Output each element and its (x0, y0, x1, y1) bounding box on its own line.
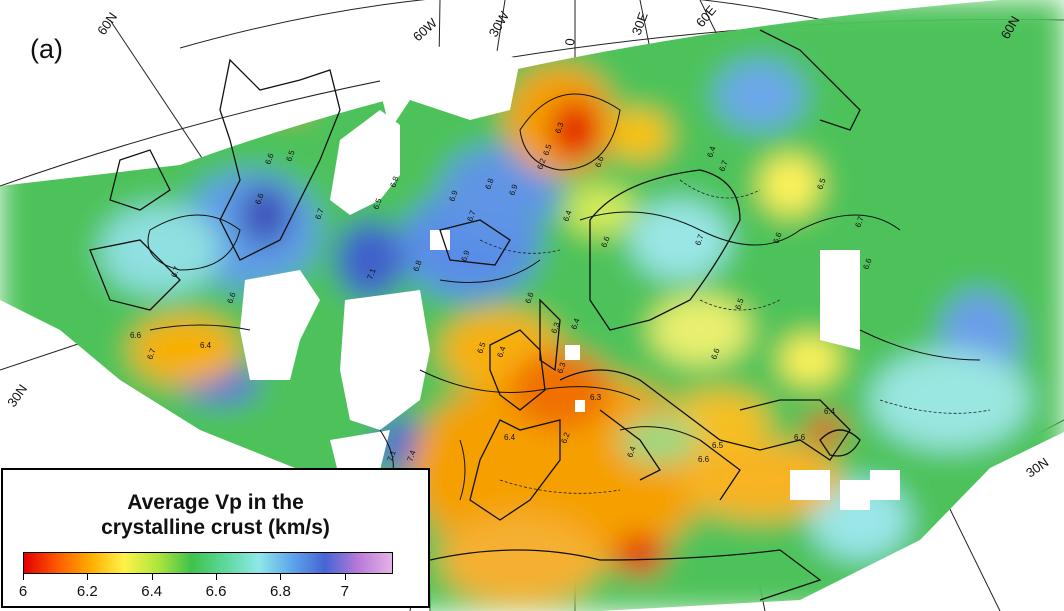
contour-label: 6.3 (549, 321, 561, 335)
contour-label: 6.6 (861, 257, 873, 271)
contour-label: 6.7 (145, 347, 157, 361)
legend-tick (23, 573, 24, 580)
contour-label: 6.4 (705, 145, 717, 159)
contour-label: 7.4 (405, 449, 417, 463)
graticule-label-30w: 30W (486, 8, 513, 39)
contour-label: 6.7 (853, 215, 865, 229)
legend-title-line-1: Average Vp in the (127, 491, 304, 514)
contour-label: 6.6 (263, 152, 275, 166)
legend: Average Vp in the crystalline crust (km/… (1, 468, 430, 608)
contour-label: 6.6 (253, 192, 265, 206)
contour-label: 6.6 (698, 455, 710, 464)
no-data-areas (240, 40, 900, 510)
legend-title: Average Vp in the crystalline crust (km/… (3, 490, 428, 540)
contour-label: 6.7 (313, 207, 325, 221)
contour-label: 6.4 (824, 407, 836, 416)
graticule-label-60n-left: 60N (94, 10, 120, 38)
legend-tick (344, 573, 346, 580)
contour-label: 6.4 (569, 317, 581, 331)
contour-label: 6.2 (559, 431, 571, 445)
color-scale-bar (23, 552, 393, 574)
contour-label: 6.6 (593, 155, 605, 169)
legend-tick (87, 573, 89, 580)
legend-tick (216, 573, 218, 580)
contour-label: 6.4 (200, 341, 212, 350)
contour-label: 6.6 (225, 291, 237, 305)
contour-label: 6.4 (561, 209, 573, 223)
contour-label: 6.5 (712, 441, 724, 450)
legend-tick-label: 7 (340, 583, 349, 600)
contour-label: 6.5 (284, 149, 296, 163)
contour-label: 6.7 (169, 265, 181, 279)
contour-label: 6.9 (507, 183, 519, 197)
contour-label: 6.6 (599, 235, 611, 249)
contour-label: 6.7 (465, 209, 477, 223)
contour-label: 6.4 (495, 345, 507, 359)
contour-label: 6.6 (130, 331, 142, 340)
panel-label: (a) (30, 34, 63, 64)
graticule-label-30e: 30E (629, 10, 651, 37)
contour-label: 6.6 (794, 433, 806, 442)
contour-label: 6.3 (590, 393, 602, 402)
legend-tick-label: 6.6 (205, 583, 227, 600)
contour-label: 6.5 (815, 177, 827, 191)
contour-label: 6.5 (541, 143, 553, 157)
graticule-label-30n-left: 30N (4, 382, 30, 410)
contour-label: 6.5 (733, 297, 745, 311)
graticule-label-60e: 60E (693, 2, 720, 30)
legend-tick (151, 573, 153, 580)
legend-tick-label: 6.4 (141, 583, 163, 600)
velocity-contours (147, 93, 981, 501)
graticule-label-60w: 60W (410, 15, 440, 45)
legend-title-line-2: crystalline crust (km/s) (101, 516, 330, 539)
contour-label: 6.4 (504, 433, 516, 442)
legend-tick (280, 573, 282, 580)
contour-label: 6.5 (475, 341, 487, 355)
contour-label: 6.8 (483, 177, 495, 191)
contour-label: 7.1 (365, 267, 377, 281)
contour-label: 6.6 (523, 291, 535, 305)
contour-label: 6.7 (717, 159, 729, 173)
contour-label: 6.7 (693, 233, 705, 247)
graticule-label-0: 0 (562, 38, 578, 47)
contour-label: 6.8 (411, 259, 423, 273)
contour-label: 6.9 (459, 249, 471, 263)
contour-label: 6.9 (447, 189, 459, 203)
contour-label: 6.3 (553, 121, 565, 135)
contour-label: 6.8 (388, 175, 400, 189)
contour-label: 6.4 (625, 445, 637, 459)
contour-label: 6.5 (371, 197, 383, 211)
legend-tick-label: 6.2 (76, 583, 98, 600)
contour-label: 6.2 (535, 157, 547, 171)
coastlines (89, 29, 861, 601)
contour-label: 6.3 (555, 361, 567, 375)
contour-label: 6.6 (709, 347, 721, 361)
contour-label: 6.6 (771, 231, 783, 245)
graticule-label-30n-right: 30N (1023, 454, 1051, 480)
legend-tick-label: 6 (18, 583, 28, 600)
legend-tick-label: 6.8 (269, 583, 291, 600)
contour-label: 7.1 (385, 449, 397, 463)
